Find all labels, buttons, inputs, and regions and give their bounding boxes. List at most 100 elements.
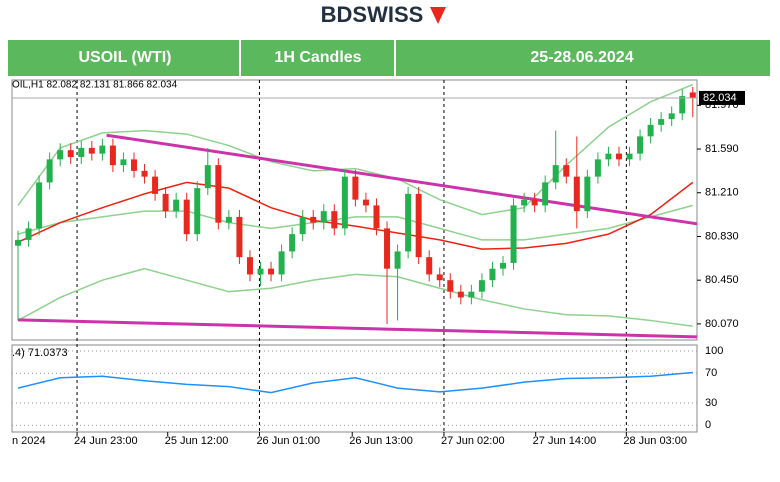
candle-body	[415, 193, 422, 258]
candle-body	[257, 268, 264, 275]
indicator-line	[17, 267, 693, 327]
candle-body	[320, 211, 327, 223]
candle-body	[394, 251, 401, 269]
candle-body	[25, 228, 32, 240]
candle-body	[278, 251, 285, 275]
candle-body	[88, 147, 95, 154]
indicator-line	[17, 318, 698, 339]
candle-body	[331, 211, 338, 229]
rsi-label: .4) 71.0373	[12, 347, 68, 359]
candle-body	[468, 291, 475, 298]
y-tick-label: 30	[705, 397, 717, 409]
rsi-panel	[11, 344, 698, 433]
candle-body	[679, 96, 686, 114]
candle-body	[215, 165, 222, 223]
candle-body	[204, 165, 211, 189]
candle-body	[478, 280, 485, 292]
last-price-box	[699, 90, 745, 105]
candle-body	[46, 159, 53, 183]
x-tick-label: 25 Jun 12:00	[165, 435, 229, 447]
candle-body	[563, 165, 570, 177]
indicator-line	[17, 83, 694, 216]
y-tick-label: 0	[705, 419, 711, 431]
candle-body	[457, 291, 464, 298]
indicator-line	[17, 181, 694, 250]
candle-body	[289, 234, 296, 252]
y-tick-label: 81.210	[705, 187, 739, 199]
x-tick-label: 24 Jun 23:00	[74, 435, 138, 447]
candle-body	[647, 124, 654, 137]
candle-body	[584, 176, 591, 212]
candle-body	[225, 216, 232, 223]
candle-body	[405, 193, 412, 252]
candle-body	[373, 205, 380, 229]
candle-body	[352, 176, 359, 200]
candle-body	[605, 153, 612, 160]
candle-body	[236, 216, 243, 258]
y-tick-label: 81.590	[705, 143, 739, 155]
candle-body	[141, 170, 148, 177]
candle-body	[689, 92, 696, 98]
candle-body	[310, 216, 317, 223]
x-tick-label: 26 Jun 01:00	[256, 435, 320, 447]
y-tick-label: 80.450	[705, 274, 739, 286]
candle-body	[99, 145, 106, 154]
y-tick-label: 80.070	[705, 318, 739, 330]
candle-body	[246, 257, 253, 275]
x-tick-label: 27 Jun 02:00	[441, 435, 505, 447]
candle-body	[436, 274, 443, 281]
y-tick-label: 80.830	[705, 230, 739, 242]
candle-body	[594, 159, 601, 177]
brand-logo: BDSWISS	[321, 2, 424, 27]
candle-body	[120, 159, 127, 166]
candle-body	[531, 199, 538, 206]
candle-body	[162, 193, 169, 212]
candle-body	[78, 147, 85, 158]
candle-body	[183, 199, 190, 235]
candle-body	[173, 199, 180, 212]
y-tick-label: 70	[705, 367, 717, 379]
candle-body	[658, 119, 665, 125]
y-tick-label: 100	[705, 345, 723, 357]
candle-body	[268, 268, 275, 275]
info-text: OIL,H1 82.082 82.131 81.866 82.034	[12, 80, 178, 91]
logo-icon	[430, 7, 446, 24]
candle-body	[615, 153, 622, 160]
candle-body	[67, 150, 74, 158]
candle-body	[626, 153, 633, 160]
x-tick-label: 26 Jun 13:00	[349, 435, 413, 447]
candle-body	[362, 199, 369, 206]
date-range: 25-28.06.2024	[530, 49, 633, 66]
candle-body	[447, 280, 454, 292]
candle-body	[542, 182, 549, 206]
candle-body	[109, 145, 116, 166]
candle-body	[152, 176, 159, 194]
rsi-line	[17, 371, 693, 394]
candle-body	[36, 182, 43, 229]
candle-body	[341, 176, 348, 229]
candle-body	[384, 228, 391, 269]
indicator-line	[17, 204, 693, 241]
main-panel	[11, 79, 698, 341]
symbol: USOIL (WTI)	[78, 49, 171, 66]
indicator-line	[106, 133, 698, 226]
x-tick-label: 28 Jun 03:00	[623, 435, 687, 447]
candle-body	[668, 113, 675, 120]
candle-body	[15, 239, 22, 246]
candle-body	[57, 150, 64, 160]
banner	[8, 40, 770, 76]
candle-body	[194, 188, 201, 235]
last-price-label: 82.034	[703, 92, 737, 104]
candle-body	[510, 205, 517, 263]
x-tick-label: 27 Jun 14:00	[533, 435, 597, 447]
candle-body	[521, 199, 528, 206]
candle-body	[552, 165, 559, 183]
candle-body	[426, 257, 433, 275]
candle-body	[637, 136, 644, 154]
candle-body	[130, 159, 137, 171]
candle-body	[500, 262, 507, 269]
timeframe: 1H Candles	[274, 49, 361, 66]
candle-body	[299, 216, 306, 235]
x-tick-label: n 2024	[12, 435, 46, 447]
